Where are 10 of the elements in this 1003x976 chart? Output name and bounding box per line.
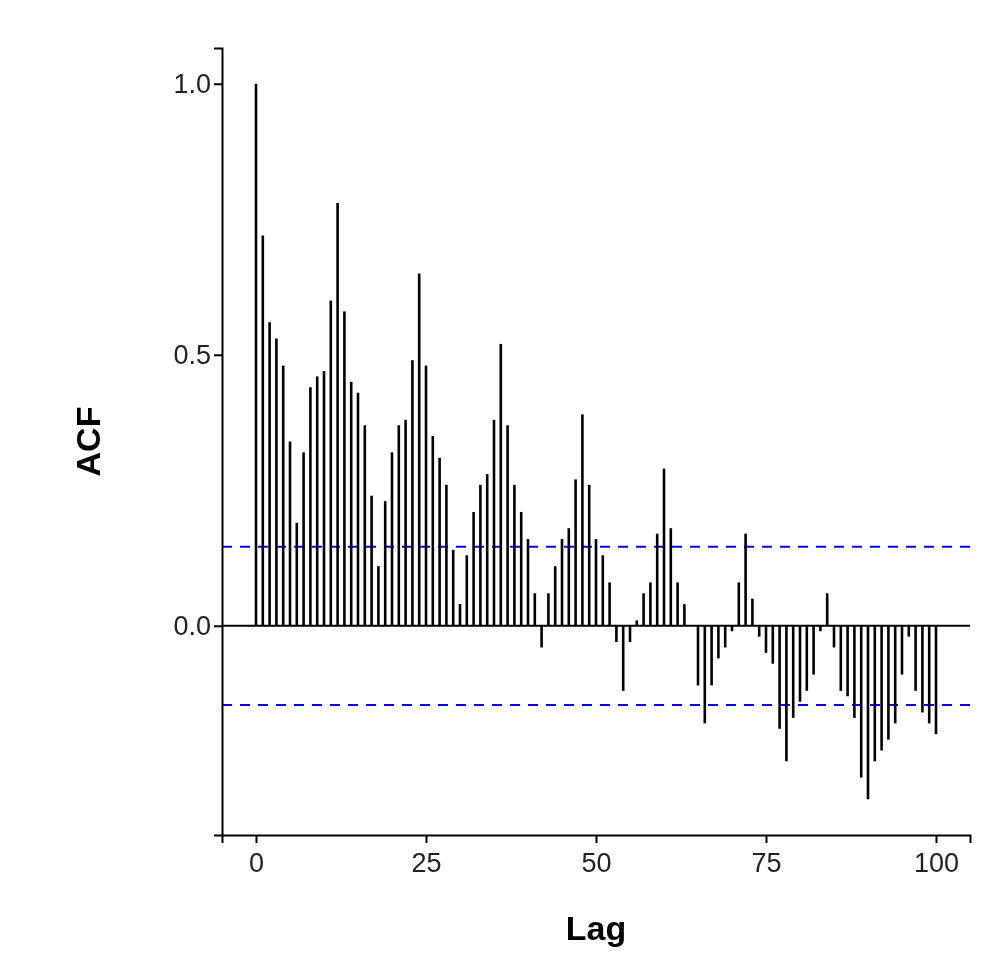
x-axis-title: Lag	[565, 909, 627, 947]
x-tick-label: 100	[913, 847, 960, 878]
x-tick-label: 0	[248, 847, 265, 878]
y-tick-label: 0.0	[173, 610, 211, 641]
x-tick-label: 75	[751, 847, 782, 878]
y-tick-label: 0.5	[173, 339, 211, 370]
y-tick-label: 1.0	[173, 68, 211, 99]
x-tick-label: 50	[581, 847, 612, 878]
x-tick-label: 25	[411, 847, 442, 878]
y-axis-title: ACF	[69, 406, 107, 477]
